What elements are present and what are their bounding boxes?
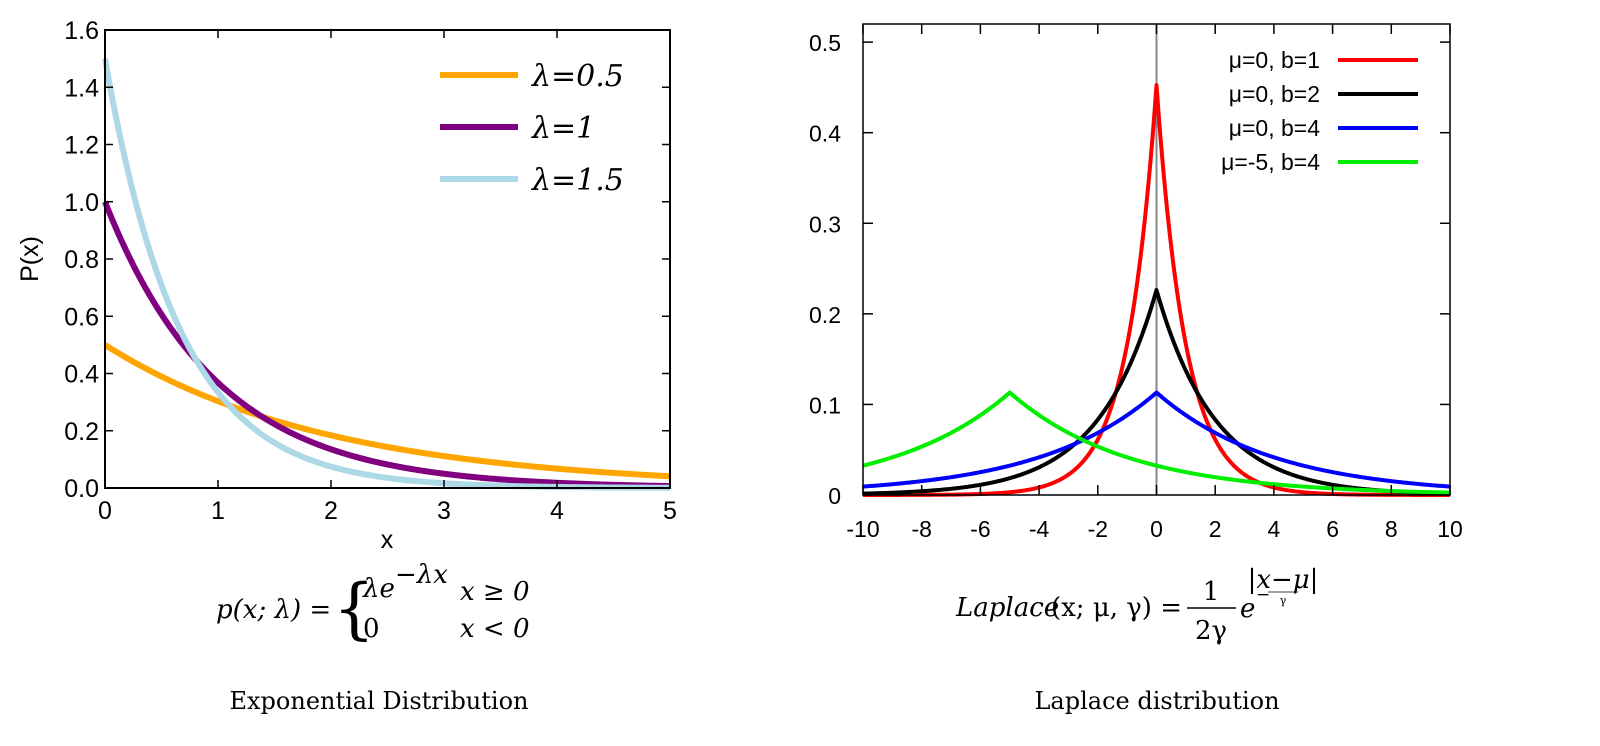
laplace-chart: -10 -8 -6 -4 -2 0 2 4 6 8 10 0 0.1 0.2 0.3 0.4 0.5 μ=0, … [809, 23, 1463, 715]
exponential-legend: λ=0.5 λ=1 λ=1.5 [440, 59, 624, 198]
exponential-y-tick-label: 0.6 [64, 303, 99, 331]
exponential-formula-case2-condition: x < 0 [460, 614, 530, 644]
exponential-x-tick-label: 3 [437, 497, 451, 525]
laplace-y-tick-label: 0.5 [809, 30, 841, 56]
exponential-y-tick-label: 1.6 [64, 17, 99, 45]
laplace-pdf-formula: Laplace (x; μ, γ) = 1 2γ e − |x−μ| γ [955, 565, 1318, 646]
laplace-x-tick-label: -2 [1088, 516, 1108, 542]
laplace-formula-exponent-numerator: |x−μ| [1248, 565, 1319, 595]
exponential-chart: 0 1 2 3 4 50.00.20.40.60.81.01.21.41.6 λ=0.5λ… [16, 17, 677, 715]
laplace-x-tick-label: 10 [1437, 516, 1463, 542]
exponential-y-tick-label: 1.0 [64, 189, 99, 217]
laplace-x-tick-label: 4 [1268, 516, 1281, 542]
laplace-x-tick-label: 8 [1385, 516, 1398, 542]
exponential-series-line-0-5 [103, 342, 672, 480]
laplace-caption: Laplace distribution [1034, 687, 1279, 715]
laplace-legend: μ=0, b=1 μ=0, b=2 μ=0, b=4 μ=-5, b=4 [1221, 47, 1418, 175]
exponential-x-axis-label: x [381, 526, 394, 554]
exponential-legend-label-0-5: λ=0.5 [531, 59, 624, 94]
exponential-y-tick-label: 0.4 [64, 361, 99, 389]
laplace-x-tick-label: -4 [1029, 516, 1050, 542]
exponential-formula-lhs: p(x; λ) = [216, 595, 331, 625]
exponential-formula-brace: { [333, 570, 375, 647]
exponential-formula-case1-exponent: −λx [395, 560, 448, 590]
laplace-y-tick-label: 0.4 [809, 121, 841, 147]
laplace-x-tick-label: -8 [911, 516, 931, 542]
laplace-formula-fraction-denominator: 2γ [1195, 616, 1227, 646]
exponential-pdf-formula: p(x; λ) = { λe −λx x ≥ 0 0 x < 0 [216, 560, 530, 647]
laplace-y-tick-label: 0.2 [809, 302, 841, 328]
exponential-y-axis-label: P(x) [16, 236, 44, 282]
laplace-y-tick-label: 0.3 [809, 211, 841, 237]
exponential-x-tick-label: 4 [550, 497, 564, 525]
exponential-y-tick-label: 0.0 [64, 475, 99, 503]
laplace-legend-label-0-b-4: μ=0, b=4 [1229, 115, 1320, 141]
laplace-formula-args: (x; μ, γ) = [1051, 593, 1182, 623]
exponential-y-tick-label: 0.2 [64, 418, 99, 446]
laplace-x-tick-label: 6 [1326, 516, 1339, 542]
laplace-legend-label-5-b-4: μ=-5, b=4 [1221, 149, 1320, 175]
laplace-formula-base: e [1240, 594, 1255, 624]
exponential-formula-case1-expr: λe [362, 574, 395, 604]
laplace-axis-ticks: -10 -8 -6 -4 -2 0 2 4 6 8 10 0 0.1 0.2 0.3 0.4 0.5 [809, 24, 1463, 542]
laplace-y-tick-label: 0 [828, 483, 841, 509]
exponential-legend-label-1: λ=1 [531, 111, 595, 146]
laplace-x-tick-label: -6 [970, 516, 990, 542]
exponential-plot-frame [104, 29, 671, 489]
exponential-caption: Exponential Distribution [230, 687, 529, 715]
exponential-formula-case2-expr: 0 [363, 614, 380, 644]
exponential-y-tick-label: 0.8 [64, 246, 99, 274]
laplace-series-line-0-b-4 [862, 390, 1451, 489]
laplace-formula-fraction-numerator: 1 [1203, 577, 1220, 607]
exponential-formula-case1-condition: x ≥ 0 [460, 577, 530, 607]
laplace-x-tick-label: -10 [846, 516, 879, 542]
exponential-axis-ticks: 0 1 2 3 4 5 0.0 0.2 0.4 0.6 0.8 1.0 1.2 1.4 1.6 [64, 17, 677, 525]
laplace-legend-label-0-b-1: μ=0, b=1 [1229, 47, 1320, 73]
laplace-formula-name: Laplace [955, 593, 1059, 623]
laplace-formula-exponent-denominator: γ [1280, 594, 1287, 607]
laplace-series-line-5-b-4 [862, 390, 1451, 495]
exponential-x-tick-label: 5 [663, 497, 677, 525]
exponential-y-tick-label: 1.2 [64, 132, 99, 160]
exponential-x-tick-label: 1 [211, 497, 225, 525]
laplace-formula-exponent-sign: − [1256, 585, 1270, 605]
laplace-y-tick-label: 0.1 [809, 392, 841, 418]
exponential-x-tick-label: 2 [324, 497, 338, 525]
laplace-x-tick-label: 2 [1209, 516, 1222, 542]
exponential-legend-label-1-5: λ=1.5 [531, 163, 624, 198]
exponential-x-tick-label: 0 [98, 497, 112, 525]
laplace-x-tick-label: 0 [1150, 516, 1163, 542]
exponential-y-tick-label: 1.4 [64, 74, 99, 102]
laplace-legend-label-0-b-2: μ=0, b=2 [1229, 81, 1320, 107]
